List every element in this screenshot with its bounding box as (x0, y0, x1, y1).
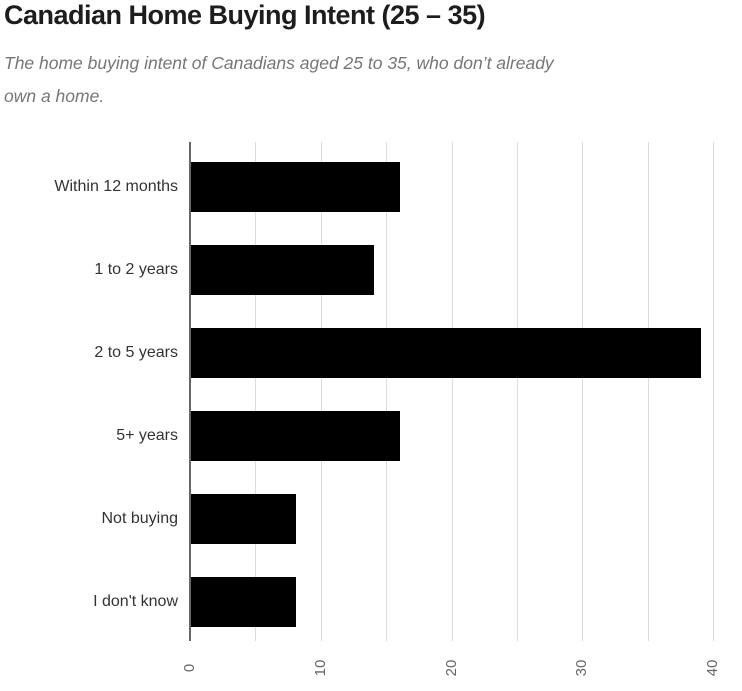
gridline (386, 142, 388, 641)
chart-subtitle-line-2: own a home. (4, 86, 105, 106)
chart-subtitle: The home buying intent of Canadians aged… (4, 47, 644, 113)
bar (191, 245, 374, 295)
gridline (647, 142, 649, 641)
bar (191, 328, 701, 378)
bar (191, 494, 296, 544)
bar (191, 577, 296, 627)
x-axis-zero-line (189, 142, 191, 641)
gridline (320, 142, 322, 641)
category-label: 2 to 5 years (94, 344, 178, 361)
category-label: 1 to 2 years (94, 261, 178, 278)
category-label: I don't know (93, 593, 178, 610)
category-label: Not buying (101, 510, 179, 527)
x-axis-tick-label: 20 (442, 659, 460, 677)
gridline (713, 142, 714, 641)
bar (191, 411, 401, 461)
gridline (451, 142, 453, 641)
category-label: Within 12 months (54, 178, 178, 195)
chart-subtitle-line-1: The home buying intent of Canadians aged… (4, 53, 554, 73)
x-axis-tick-label: 40 (704, 659, 721, 677)
bar (191, 162, 401, 212)
category-label: 5+ years (116, 427, 178, 444)
gridline (582, 142, 584, 641)
chart-title: Canadian Home Buying Intent (25 – 35) (4, 0, 486, 30)
x-axis-tick-label: 10 (311, 659, 329, 677)
x-axis-tick-label: 30 (573, 659, 591, 677)
x-axis-tick-label: 0 (181, 663, 198, 673)
gridline (255, 142, 257, 641)
gridline (516, 142, 518, 641)
